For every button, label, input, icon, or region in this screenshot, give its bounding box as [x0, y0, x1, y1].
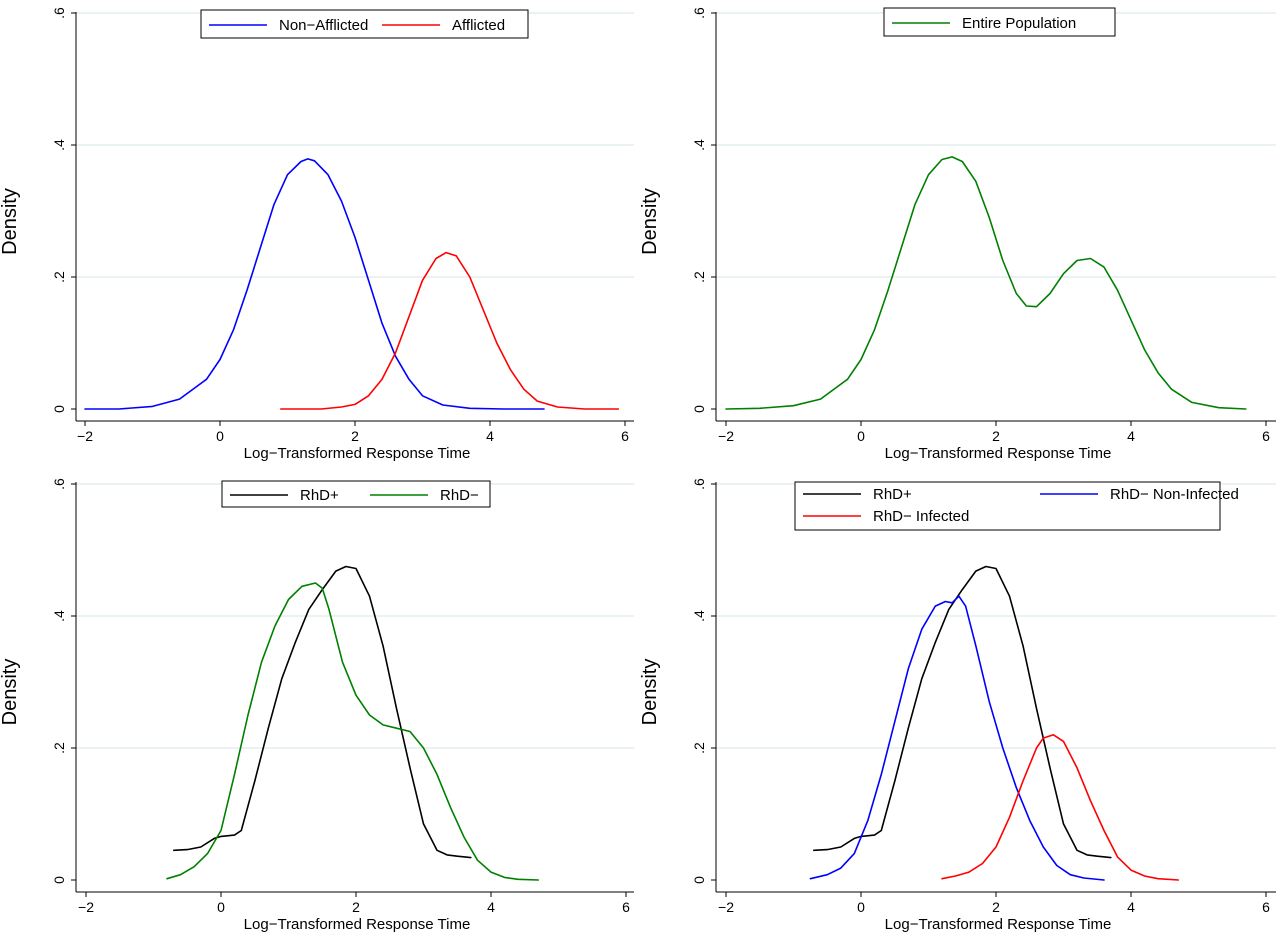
chart-panel-4: 0 .2 .4 .6 −2 0 2 4 6 Log−Transformed Response Ti…	[639, 478, 1276, 933]
series-line	[809, 595, 1105, 881]
legend-item: RhD− Infected	[803, 508, 969, 525]
x-tick-label: 0	[857, 899, 865, 915]
x-axis-label: Log−Transformed Response Time	[885, 916, 1112, 933]
y-tick-label: .2	[691, 742, 707, 754]
series-line	[813, 565, 1112, 859]
legend: RhD+ RhD− Non-Infected RhD− Infected	[794, 481, 1239, 531]
x-tick-label: 6	[622, 899, 630, 915]
legend-label: RhD+	[873, 486, 912, 503]
legend-box	[883, 7, 1116, 37]
chart-panel-1: 0 .2 .4 .6 −2 0 2 4 6 Log−Transformed Response Ti…	[0, 7, 634, 462]
legend-box	[221, 480, 491, 508]
series-line	[173, 565, 472, 859]
y-tick-label: .6	[51, 7, 67, 19]
legend-label: Afflicted	[452, 17, 505, 34]
x-tick-label: −2	[718, 428, 734, 444]
chart-panel-2: 0 .2 .4 .6 −2 0 2 4 6 Log−Transformed Response Ti…	[639, 7, 1276, 462]
x-tick-label: 4	[1127, 428, 1135, 444]
x-tick-label: 0	[216, 428, 224, 444]
y-tick-label: .4	[51, 139, 67, 151]
legend-label: RhD− Non-Infected	[1110, 486, 1239, 503]
x-tick-label: 6	[1262, 428, 1270, 444]
series-line	[84, 158, 545, 410]
y-tick-label: .2	[51, 742, 67, 754]
x-tick-label: 6	[621, 428, 629, 444]
x-tick-label: 2	[352, 899, 360, 915]
x-axis-label: Log−Transformed Response Time	[244, 916, 471, 933]
legend-item: Afflicted	[382, 17, 505, 34]
legend: Entire Population	[883, 7, 1116, 37]
x-tick-label: 0	[857, 428, 865, 444]
legend-label: RhD− Infected	[873, 508, 969, 525]
series-line	[166, 582, 540, 881]
y-tick-label: .4	[51, 610, 67, 622]
y-axis-label: Density	[639, 188, 661, 255]
legend: RhD+ RhD−	[221, 480, 491, 508]
x-tick-label: 4	[1127, 899, 1135, 915]
x-tick-label: 4	[487, 899, 495, 915]
legend-item: Entire Population	[892, 15, 1076, 32]
y-tick-label: .6	[51, 478, 67, 490]
x-tick-label: 2	[992, 428, 1000, 444]
series-line	[725, 156, 1247, 410]
y-tick-label: .2	[691, 271, 707, 283]
y-tick-label: .6	[691, 7, 707, 19]
legend-box	[794, 481, 1221, 531]
legend: Non−Afflicted Afflicted	[200, 9, 529, 39]
x-tick-label: −2	[78, 899, 94, 915]
chart-panel-3: 0 .2 .4 .6 −2 0 2 4 6 Log−Transformed Response Ti…	[0, 478, 634, 933]
x-tick-label: 2	[351, 428, 359, 444]
legend-item: Non−Afflicted	[209, 17, 368, 34]
y-tick-label: 0	[691, 876, 707, 884]
legend-box	[200, 9, 529, 39]
y-tick-label: 0	[51, 405, 67, 413]
x-tick-label: 2	[992, 899, 1000, 915]
y-tick-label: .2	[51, 271, 67, 283]
x-tick-label: 6	[1262, 899, 1270, 915]
legend-label: RhD−	[440, 487, 479, 504]
legend-label: Entire Population	[962, 15, 1076, 32]
legend-item: RhD−	[370, 487, 479, 504]
legend-item: RhD+	[803, 486, 912, 503]
y-axis-label: Density	[0, 188, 21, 255]
legend-label: Non−Afflicted	[279, 17, 368, 34]
legend-label: RhD+	[300, 487, 339, 504]
y-tick-label: .4	[691, 610, 707, 622]
y-tick-label: .4	[691, 139, 707, 151]
series-line	[280, 251, 620, 410]
y-tick-label: .6	[691, 478, 707, 490]
x-tick-label: 4	[486, 428, 494, 444]
y-axis-label: Density	[639, 659, 661, 726]
y-tick-label: 0	[691, 405, 707, 413]
x-axis-label: Log−Transformed Response Time	[885, 445, 1112, 462]
x-tick-label: −2	[718, 899, 734, 915]
legend-item: RhD+	[230, 487, 339, 504]
legend-item: RhD− Non-Infected	[1040, 486, 1239, 503]
x-tick-label: −2	[77, 428, 93, 444]
y-axis-label: Density	[0, 659, 21, 726]
series-line	[941, 734, 1180, 881]
y-tick-label: 0	[51, 876, 67, 884]
x-tick-label: 0	[217, 899, 225, 915]
x-axis-label: Log−Transformed Response Time	[244, 445, 471, 462]
